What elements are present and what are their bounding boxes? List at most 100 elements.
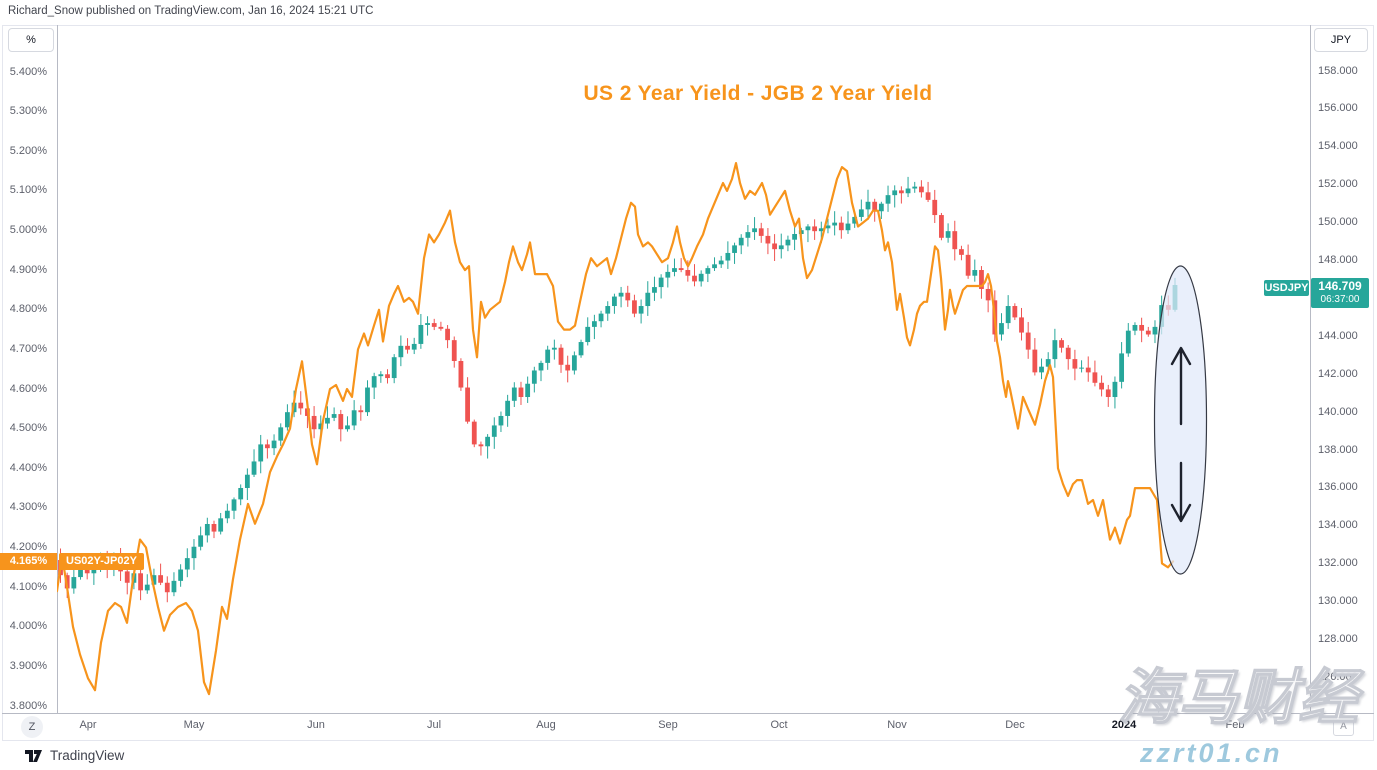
scale-mode-button[interactable]: A [1333, 717, 1354, 736]
time-axis-label: Oct [770, 719, 788, 731]
candle [318, 423, 324, 430]
candle [251, 461, 257, 475]
right-axis-tick: 140.000 [1318, 405, 1358, 418]
candle [445, 328, 450, 341]
left-axis-tick: 4.700% [9, 342, 47, 355]
candle [498, 415, 504, 426]
candle [945, 231, 951, 238]
right-scale-unit-button[interactable]: JPY [1314, 28, 1368, 52]
candle [285, 412, 290, 428]
time-axis-label: Dec [1005, 719, 1025, 731]
candle [972, 270, 978, 276]
candle [438, 326, 444, 329]
candle [1079, 367, 1084, 369]
time-scale[interactable]: Apr May Jun Jul Aug Sep Oct Nov Dec 2024 Feb [0, 714, 1377, 740]
candle [1105, 389, 1111, 398]
candle [264, 444, 270, 449]
candle [425, 323, 430, 325]
usdjpy-series-label[interactable]: USDJPY [1264, 280, 1309, 296]
candle [1039, 366, 1044, 373]
candle [1065, 347, 1071, 360]
candle [672, 268, 677, 272]
candle [638, 306, 644, 314]
candle [999, 323, 1004, 335]
candle [878, 203, 884, 212]
candle [818, 228, 824, 232]
candle [1072, 359, 1078, 369]
candle [939, 215, 944, 238]
candle [1059, 340, 1064, 348]
candle [678, 268, 684, 271]
tradingview-logo-icon[interactable] [24, 746, 43, 765]
timezone-button[interactable]: Z [21, 716, 43, 738]
candle [478, 444, 484, 447]
right-axis-tick: 130.000 [1318, 595, 1358, 608]
candle [491, 425, 497, 437]
candle [124, 571, 130, 583]
candle [231, 499, 237, 511]
candle [1112, 381, 1118, 398]
left-price-scale[interactable]: 5.400% 5.300% 5.200% 5.100% 5.000% 4.900% 4.80… [0, 0, 56, 770]
candle [431, 323, 437, 327]
candle [812, 226, 818, 232]
left-axis-tick: 4.800% [9, 303, 47, 316]
candle [1125, 330, 1131, 354]
candle [351, 410, 357, 426]
spread-series-label[interactable]: US02Y-JP02Y [59, 552, 144, 570]
right-axis-border [1310, 25, 1311, 714]
candle [405, 345, 410, 350]
candle [138, 573, 143, 591]
candle [164, 582, 170, 593]
candle [838, 222, 844, 231]
candle [652, 287, 657, 293]
candle [378, 374, 384, 377]
candle [551, 347, 557, 350]
left-axis-tick: 5.400% [9, 65, 47, 78]
candle [558, 347, 564, 365]
candle [605, 306, 611, 314]
left-axis-border [57, 25, 58, 714]
left-axis-tick: 4.900% [9, 263, 47, 276]
candle [752, 228, 757, 233]
candle [325, 417, 330, 424]
candle [398, 345, 404, 358]
candle [912, 186, 918, 189]
time-axis-label: Nov [887, 719, 907, 731]
candle [892, 190, 898, 196]
candle [538, 362, 544, 371]
spread-last-price-badge: 4.165% [0, 552, 57, 570]
candle [571, 355, 577, 371]
left-axis-tick: 5.000% [9, 224, 47, 236]
time-axis-label: Aug [536, 719, 556, 731]
candle [778, 245, 784, 250]
candle [178, 569, 184, 581]
candle [965, 254, 971, 276]
left-axis-tick: 4.300% [9, 501, 47, 514]
right-axis-tick: 138.000 [1318, 443, 1358, 456]
left-scale-unit-button[interactable]: % [8, 28, 54, 52]
right-price-scale[interactable]: 158.000 156.000 154.000 152.000 150.000 148.0… [1310, 0, 1377, 770]
candle [485, 436, 491, 447]
left-axis-tick: 4.100% [9, 580, 47, 593]
candle [591, 321, 597, 327]
candle [658, 277, 664, 288]
candle [858, 209, 864, 217]
candle [905, 188, 911, 194]
candle [471, 421, 477, 445]
candle [271, 440, 277, 449]
candle [732, 245, 737, 253]
candle [692, 275, 697, 282]
candle [979, 270, 984, 289]
candle [418, 324, 424, 344]
candle [852, 216, 858, 224]
candle [845, 223, 851, 231]
left-axis-tick: 5.200% [9, 144, 47, 157]
right-axis-tick: 150.000 [1318, 216, 1358, 229]
candle [959, 249, 964, 255]
tradingview-brand-text[interactable]: TradingView [50, 748, 125, 763]
candle [585, 326, 591, 343]
down-arrow-icon [1170, 461, 1192, 523]
candle [598, 313, 604, 322]
